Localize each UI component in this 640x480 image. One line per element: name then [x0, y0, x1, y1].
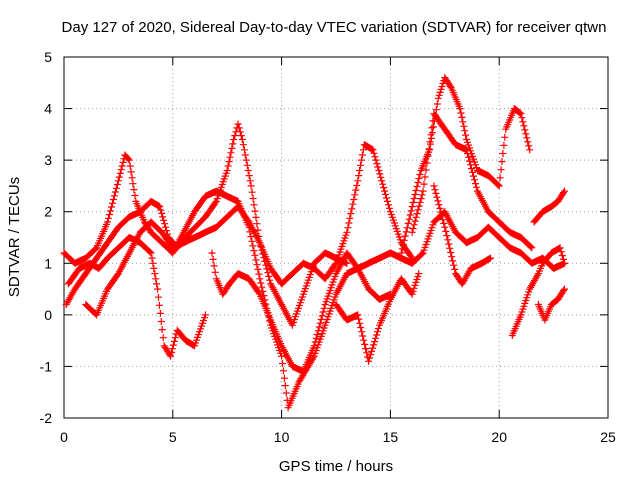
series-sat-n [530, 187, 568, 226]
x-tick-label: 20 [491, 429, 507, 445]
grid-lines [64, 57, 608, 418]
series-sat-j [408, 208, 568, 272]
data-markers [397, 74, 534, 257]
data-markers [267, 141, 416, 288]
x-tick-label: 25 [600, 429, 616, 445]
series-sat-h [397, 74, 534, 257]
y-tick-label: 1 [44, 255, 52, 271]
y-tick-label: -2 [40, 410, 53, 426]
data-markers [62, 120, 351, 329]
chart-title: Day 127 of 2020, Sidereal Day-to-day VTE… [62, 19, 607, 36]
series-sat-f [267, 141, 416, 288]
x-tick-label: 15 [383, 429, 399, 445]
y-tick-label: -1 [40, 358, 53, 374]
y-axis-label: SDTVAR / TECUs [6, 177, 23, 297]
data-markers [530, 187, 568, 226]
series-sat-c [64, 234, 209, 360]
data-markers [508, 244, 568, 339]
y-tick-label: 4 [44, 101, 52, 117]
series-sat-b [62, 120, 351, 329]
data-markers [82, 203, 275, 319]
data-markers [332, 270, 423, 365]
series-sat-d [82, 203, 275, 319]
y-tick-label: 3 [44, 152, 52, 168]
data-markers [430, 182, 494, 288]
y-tick-label: 0 [44, 307, 52, 323]
series-sat-e [208, 249, 394, 376]
data-markers [64, 234, 209, 360]
data-markers [534, 285, 568, 324]
data-markers [408, 110, 536, 252]
y-tick-label: 5 [44, 49, 52, 65]
data-markers [208, 249, 394, 376]
series-sat-g [332, 270, 423, 365]
x-tick-label: 5 [169, 429, 177, 445]
series-sat-l [508, 244, 568, 339]
x-tick-label: 10 [274, 429, 290, 445]
series-sat-m [534, 285, 568, 324]
data-markers [408, 208, 568, 272]
x-tick-label: 0 [60, 429, 68, 445]
series-sat-k [430, 182, 494, 288]
plot-frame [63, 56, 609, 419]
series-sat-i [408, 110, 536, 252]
x-axis-label: GPS time / hours [279, 458, 393, 475]
data-points [60, 74, 568, 412]
y-tick-label: 2 [44, 204, 52, 220]
